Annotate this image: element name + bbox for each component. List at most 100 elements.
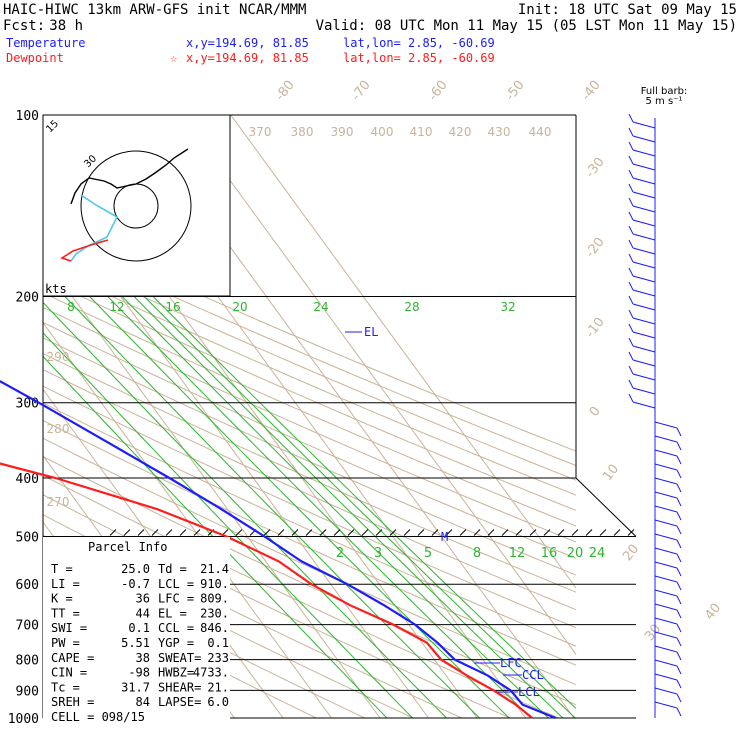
dry-adiabat-segment — [42, 514, 54, 521]
dry-adiabat-segment — [373, 457, 390, 466]
dry-adiabat-segment — [339, 525, 352, 532]
dry-adiabat-segment — [296, 393, 318, 404]
dry-adiabat-segment — [380, 659, 388, 664]
mixing-ratio-segment — [168, 343, 191, 366]
dry-adiabat-segment — [375, 490, 391, 498]
mixing-ratio-segment — [454, 592, 464, 602]
wind-barb — [654, 533, 678, 541]
dry-adiabat-segment — [364, 393, 387, 404]
hatch-mark — [613, 529, 621, 536]
dry-adiabat-segment — [516, 659, 525, 664]
mixing-ratio-segment — [381, 712, 388, 719]
dry-adiabat-segment — [417, 635, 426, 640]
dry-adiabat-segment — [384, 600, 394, 606]
wind-barb-flag — [628, 113, 634, 123]
mixing-ratio-segment — [259, 450, 275, 465]
dry-adiabat-segment — [313, 496, 328, 504]
mixing-ratio-segment — [419, 608, 428, 618]
mixing-ratio-segment — [184, 450, 199, 465]
parcel-value: 21.4 — [200, 562, 229, 576]
dry-adiabat-segment — [236, 514, 250, 521]
dry-adiabat-segment — [302, 665, 310, 670]
mixing-ratio-segment — [330, 600, 340, 610]
mixing-ratio-segment — [524, 659, 532, 667]
hatch-mark — [137, 529, 145, 536]
dry-adiabat-segment — [205, 464, 221, 472]
dry-adiabat-segment — [538, 649, 548, 654]
dry-adiabat-segment — [481, 427, 501, 436]
mixing-ratio-segment — [502, 638, 511, 647]
mixing-ratio-segment — [110, 343, 132, 366]
mixing-ratio-segment — [439, 678, 447, 685]
mixing-ratio-segment — [545, 690, 553, 697]
mixing-ratio-segment — [394, 665, 402, 673]
wind-barb — [632, 205, 656, 213]
mixing-ratio-segment — [274, 600, 283, 610]
hatch-mark — [431, 529, 439, 536]
mixing-ratio-segment — [240, 477, 254, 492]
mixing-ratio-segment — [42, 332, 55, 345]
dry-adiabat-segment — [522, 519, 537, 527]
mixing-ratio-segment — [290, 592, 300, 602]
mixing-ratio-segment — [336, 665, 344, 673]
dry-adiabat-segment — [430, 565, 442, 572]
dry-adiabat-segment — [373, 635, 382, 640]
mixing-ratio-segment — [346, 616, 355, 625]
mixing-ratio-segment — [249, 575, 259, 585]
dry-adiabat-segment — [570, 662, 577, 666]
mixing-ratio-segment — [191, 343, 214, 366]
parcel-value: 31.7 — [121, 680, 150, 694]
isotherm-label: -50 — [503, 78, 528, 104]
dry-adiabat-segment — [198, 427, 216, 436]
dry-adiabat-segment — [425, 659, 434, 664]
dry-adiabat-segment — [198, 410, 217, 421]
dry-adiabat-segment — [365, 592, 376, 598]
dry-adiabat-segment — [56, 343, 79, 356]
mixing-ratio-segment — [116, 435, 132, 451]
dry-adiabat-segment — [247, 596, 257, 602]
dry-adiabat-segment — [418, 655, 427, 661]
mixing-ratio-segment — [407, 678, 414, 685]
mixing-ratio-segment — [533, 690, 541, 697]
mixing-ratio-segment — [223, 490, 236, 504]
mixing-ratio-segment — [298, 600, 308, 610]
dry-adiabat-segment — [281, 612, 290, 618]
wind-barb-flag — [676, 651, 682, 661]
hatch-mark — [151, 529, 159, 536]
dry-adiabat-segment — [316, 551, 329, 558]
mixing-ratio-segment — [169, 435, 186, 451]
hatch-mark — [375, 529, 383, 536]
dry-adiabat-segment — [531, 665, 540, 670]
mixing-ratio-segment — [363, 514, 377, 527]
dry-adiabat-segment — [306, 645, 315, 651]
dry-adiabat-segment — [295, 579, 306, 585]
mixing-ratio-segment — [287, 556, 298, 567]
parcel-value: 0.1 — [207, 636, 229, 650]
dry-adiabat-segment — [445, 427, 466, 436]
dry-adiabat-segment — [187, 374, 209, 386]
hodograph-low-trace — [60, 239, 109, 262]
dry-adiabat-segment — [365, 631, 374, 637]
dry-adiabat-segment — [146, 419, 164, 429]
mixing-ratio-segment — [107, 296, 133, 322]
mixing-ratio-segment — [508, 695, 515, 703]
mixing-ratio-segment — [121, 384, 140, 404]
dry-adiabat-segment — [531, 608, 542, 614]
mixing-ratio-segment — [259, 435, 276, 451]
mixing-ratio-segment — [530, 665, 539, 673]
dry-adiabat-segment — [173, 484, 187, 492]
dry-adiabat-segment — [279, 464, 295, 472]
mixing-ratio-segment — [406, 556, 418, 567]
wind-barb-flag — [628, 225, 634, 235]
dry-adiabat-segment — [42, 337, 57, 345]
hodograph-mid-trace — [70, 194, 119, 262]
mixing-ratio-segment — [442, 652, 451, 660]
mixing-ratio-segment — [441, 600, 451, 610]
dry-adiabat-segment — [368, 574, 380, 581]
parcel-value: SWI = — [51, 621, 87, 635]
dry-adiabat-segment — [232, 530, 245, 537]
mixing-ratio-segment — [313, 616, 322, 625]
dry-adiabat-segment — [347, 709, 354, 714]
mixing-ratio-segment — [339, 490, 353, 504]
dry-adiabat-segment — [516, 427, 537, 436]
